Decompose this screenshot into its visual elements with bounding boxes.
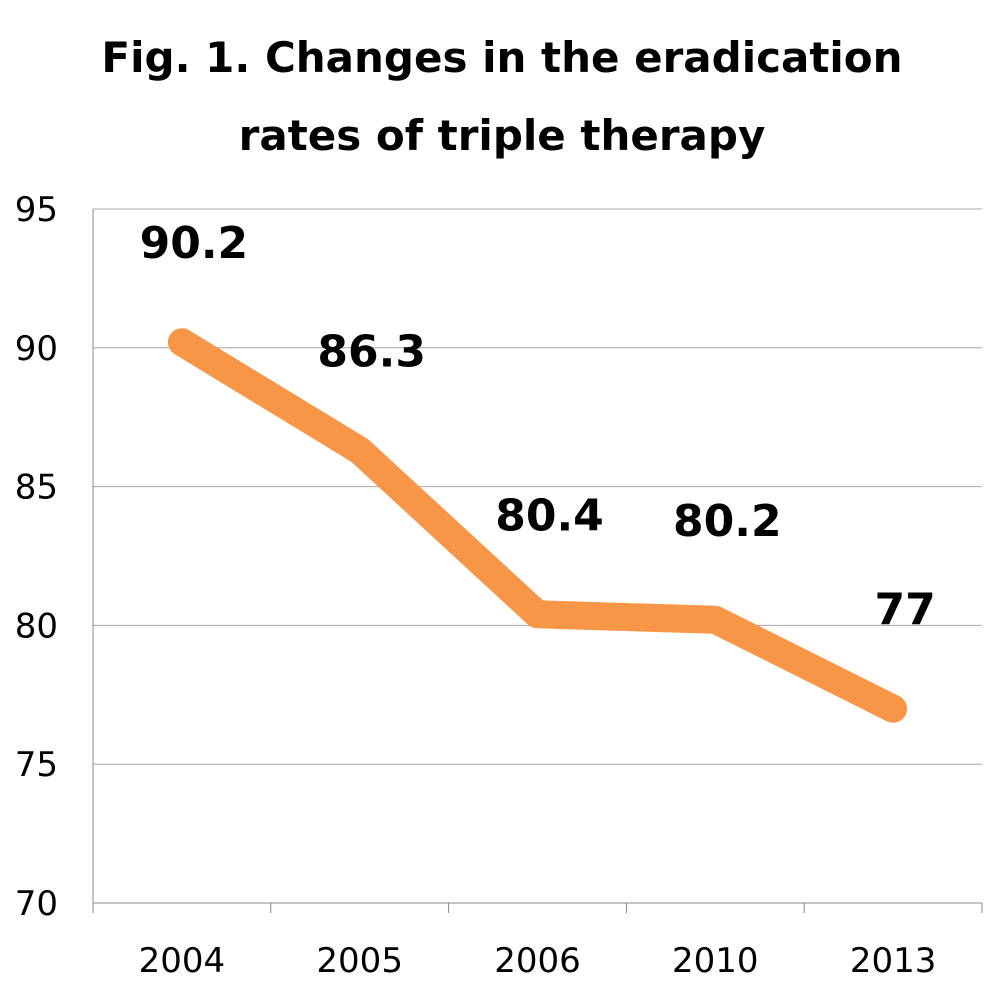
x-tick-label: 2005 bbox=[316, 941, 403, 981]
x-tick-label: 2004 bbox=[139, 941, 226, 981]
data-point bbox=[180, 341, 183, 344]
y-tick-label: 75 bbox=[15, 745, 58, 785]
chart-title-line-1: Fig. 1. Changes in the eradication bbox=[101, 33, 902, 82]
data-point bbox=[714, 618, 717, 621]
y-tick-label: 80 bbox=[15, 606, 58, 646]
y-tick-label: 90 bbox=[15, 329, 58, 369]
data-point bbox=[892, 707, 895, 710]
x-tick-label: 2013 bbox=[850, 941, 937, 981]
y-tick-label: 70 bbox=[15, 884, 58, 924]
data-label: 90.2 bbox=[140, 218, 249, 269]
chart-title-line-2: rates of triple therapy bbox=[239, 111, 766, 160]
y-tick-label: 95 bbox=[15, 190, 58, 230]
x-tick-label: 2010 bbox=[672, 941, 759, 981]
data-label: 77 bbox=[874, 585, 935, 636]
data-label: 80.2 bbox=[673, 496, 782, 547]
x-axis-tick-labels: 2004 2005 2006 2010 2013 bbox=[139, 941, 937, 981]
data-point bbox=[358, 449, 361, 452]
x-tick-label: 2006 bbox=[494, 941, 581, 981]
data-point bbox=[536, 613, 539, 616]
data-labels: 90.2 86.3 80.4 80.2 77 bbox=[140, 218, 936, 635]
series bbox=[167, 328, 908, 723]
chart-title: Fig. 1. Changes in the eradication rates… bbox=[101, 33, 902, 160]
data-label: 86.3 bbox=[317, 327, 426, 378]
y-tick-label: 85 bbox=[15, 468, 58, 508]
data-label: 80.4 bbox=[495, 490, 604, 541]
gridlines bbox=[93, 208, 982, 765]
axes bbox=[92, 209, 983, 913]
y-axis-tick-labels: 70 75 80 85 90 95 bbox=[15, 190, 58, 924]
